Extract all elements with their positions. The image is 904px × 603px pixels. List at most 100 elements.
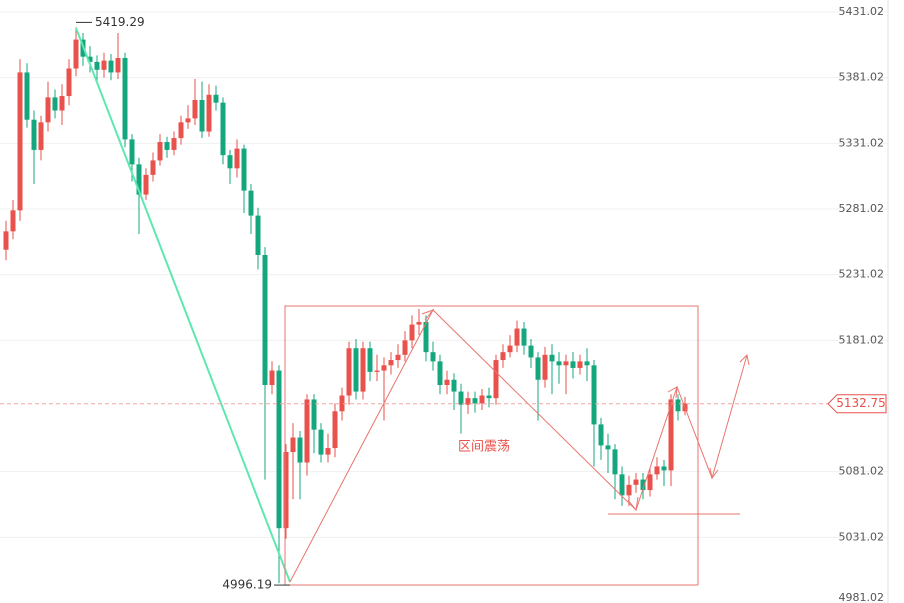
candle-body	[493, 360, 499, 399]
y-tick-label: 5081.02	[839, 465, 885, 478]
high-label: 5419.29	[95, 15, 145, 29]
candle-body	[570, 361, 576, 368]
candle-body	[535, 357, 541, 380]
candle-body	[31, 119, 37, 150]
candle-body	[675, 399, 681, 412]
arrow-head	[739, 353, 750, 366]
arrow-head	[709, 467, 719, 480]
candle-body	[150, 160, 156, 175]
candle-body	[101, 60, 107, 70]
candle-body	[290, 437, 296, 452]
candle-body	[143, 174, 149, 195]
candle-body	[325, 448, 331, 455]
range-annotation: 区间震荡	[458, 440, 510, 455]
candle-body	[311, 399, 317, 430]
candle-body	[612, 449, 618, 475]
candle-body	[577, 361, 583, 368]
candle-body	[241, 148, 247, 191]
candle-body	[647, 474, 653, 491]
y-tick-label: 5231.02	[839, 268, 885, 281]
arrow-head	[627, 496, 639, 512]
trend-line	[75, 27, 291, 583]
candle-body	[542, 354, 548, 380]
candle-body	[255, 215, 261, 255]
candle-body	[374, 370, 380, 372]
candle-body	[220, 102, 226, 156]
candle-body	[115, 57, 121, 73]
candle-body	[136, 164, 142, 195]
range-box	[284, 305, 699, 586]
candle-body	[24, 72, 30, 120]
price-tag	[827, 394, 887, 414]
candle-body	[451, 379, 457, 392]
candle-body	[521, 328, 527, 346]
candle-body	[633, 479, 639, 485]
candle-body	[262, 254, 268, 386]
candle-body	[94, 61, 100, 70]
candle-body	[227, 155, 233, 169]
candle-body	[185, 118, 191, 123]
candle-body	[563, 361, 569, 366]
candle-body	[213, 94, 219, 103]
candle-body	[66, 68, 72, 97]
candle-body	[598, 424, 604, 446]
candle-body	[297, 437, 303, 463]
candles	[3, 27, 688, 584]
candle-body	[129, 139, 135, 165]
candle-body	[283, 451, 289, 529]
candle-body	[171, 138, 177, 150]
candle-body	[87, 56, 93, 62]
candle-body	[472, 398, 478, 404]
candle-body	[234, 148, 240, 169]
candle-body	[248, 190, 254, 216]
candle-body	[654, 466, 660, 475]
candle-body	[178, 122, 184, 139]
candle-body	[206, 94, 212, 132]
candle-body	[276, 370, 282, 529]
candle-body	[339, 395, 345, 412]
candle-body	[584, 361, 590, 366]
candle-body	[661, 466, 667, 471]
candle-body	[381, 365, 387, 371]
candle-body	[465, 398, 471, 405]
zigzag-line	[289, 309, 748, 583]
candle-body	[192, 100, 198, 119]
candle-body	[528, 345, 534, 358]
candle-body	[458, 391, 464, 405]
y-tick-label: 5381.02	[839, 71, 885, 84]
candle-body	[10, 210, 16, 232]
candle-body	[360, 348, 366, 392]
arrow-head	[667, 386, 678, 399]
candle-body	[353, 348, 359, 392]
y-tick-label: 5281.02	[839, 202, 885, 215]
candle-body	[486, 395, 492, 399]
y-tick-label: 5031.02	[839, 530, 885, 543]
candle-body	[549, 354, 555, 362]
candle-body	[556, 361, 562, 366]
candle-body	[500, 352, 506, 361]
candle-body	[395, 354, 401, 361]
candle-body	[164, 142, 170, 150]
candle-body	[409, 324, 415, 341]
y-tick-label: 5331.02	[839, 136, 885, 149]
candle-body	[122, 57, 128, 140]
candle-body	[38, 122, 44, 150]
candle-body	[640, 479, 646, 491]
candle-body	[430, 352, 436, 362]
candle-body	[318, 429, 324, 455]
candle-body	[108, 60, 114, 73]
candle-body	[52, 97, 58, 111]
candle-body	[73, 39, 79, 69]
candle-body	[437, 361, 443, 386]
candle-body	[605, 445, 611, 450]
candle-body	[388, 360, 394, 366]
candle-body	[157, 142, 163, 161]
candle-body	[346, 348, 352, 396]
candle-body	[59, 96, 65, 111]
y-tick-label: 4981.02	[839, 591, 885, 603]
price-tag-label: 5132.75	[836, 396, 886, 410]
candle-body	[269, 370, 275, 386]
candle-body	[668, 399, 674, 471]
candle-body	[45, 97, 51, 123]
